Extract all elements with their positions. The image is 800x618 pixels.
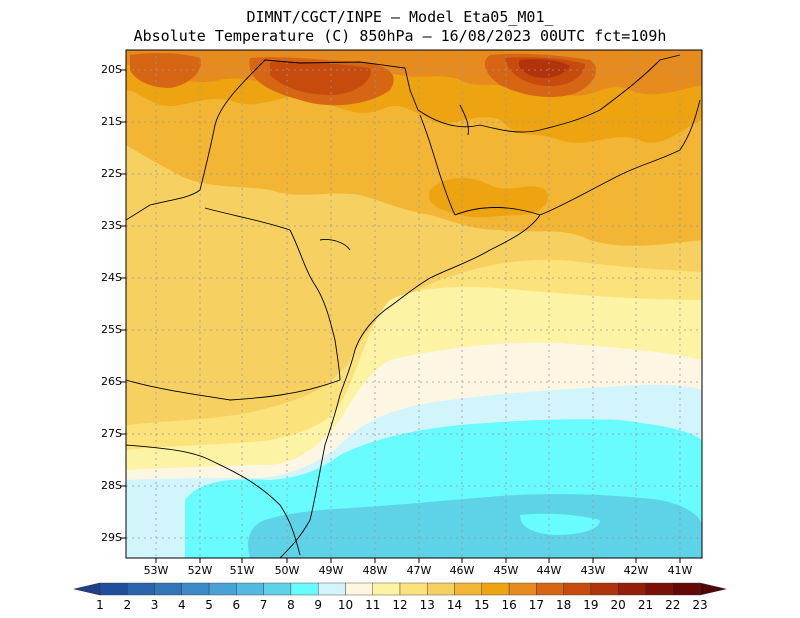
lat-label: 22S (101, 167, 122, 180)
lon-label: 53W (143, 564, 169, 577)
colorbar-label: 14 (446, 598, 463, 612)
lat-label: 27S (101, 427, 122, 440)
lon-label: 45W (493, 564, 519, 577)
colorbar-label: 2 (123, 598, 132, 612)
lon-label: 48W (362, 564, 388, 577)
colorbar-label: 6 (232, 598, 241, 612)
colorbar-label: 23 (692, 598, 708, 612)
lat-label: 28S (101, 479, 122, 492)
colorbar-label: 5 (205, 598, 213, 612)
colorbar-label: 16 (501, 598, 517, 612)
lat-label: 23S (101, 219, 122, 232)
lon-label: 50W (274, 564, 300, 577)
lat-label: 29S (101, 531, 122, 544)
colorbar-label: 13 (419, 598, 435, 612)
lat-label: 24S (101, 271, 122, 284)
lon-label: 43W (580, 564, 606, 577)
lon-label: 46W (449, 564, 475, 577)
colorbar-label: 17 (528, 598, 544, 612)
colorbar-label: 8 (287, 598, 295, 612)
temperature-band (518, 59, 570, 78)
temperature-band (130, 53, 201, 88)
borders (125, 54, 701, 559)
lon-label: 42W (623, 564, 649, 577)
lon-label: 52W (187, 564, 213, 577)
title-line-2: Absolute Temperature (C) 850hPa – 16/08/… (133, 27, 667, 45)
colorbar-label: 22 (665, 598, 681, 612)
colorbar-label: 19 (583, 598, 599, 612)
colorbar-label: 18 (555, 598, 572, 612)
colorbar-label: 7 (259, 598, 268, 612)
lon-label: 49W (318, 564, 344, 577)
colorbar-label: 12 (392, 598, 408, 612)
colorbar-label: 4 (177, 598, 186, 612)
map-frame (125, 49, 703, 559)
temperature-band (520, 513, 600, 535)
colorbar-label: 15 (474, 598, 490, 612)
temperature-band (248, 494, 702, 558)
lon-label: 51W (229, 564, 255, 577)
colorbar-label: 11 (365, 598, 381, 612)
lat-label: 25S (101, 323, 122, 336)
lat-label: 20S (101, 63, 122, 76)
lat-lon-grid (121, 49, 703, 563)
lon-label: 47W (406, 564, 432, 577)
temperature-band (429, 178, 549, 218)
lat-label: 26S (101, 375, 122, 388)
colorbar-label: 3 (150, 598, 159, 612)
lat-label: 21S (101, 115, 122, 128)
lon-label: 44W (536, 564, 562, 577)
colorbar-label: 1 (96, 598, 104, 612)
colorbar-label: 21 (637, 598, 654, 612)
colorbar-label: 10 (337, 598, 354, 612)
temperature-field (126, 50, 702, 558)
colorbar-label: 9 (314, 598, 322, 612)
colorbar-label: 20 (610, 598, 626, 612)
title-line-1: DIMNT/CGCT/INPE – Model Eta05_M01_ (246, 8, 554, 26)
lon-label: 41W (667, 564, 693, 577)
